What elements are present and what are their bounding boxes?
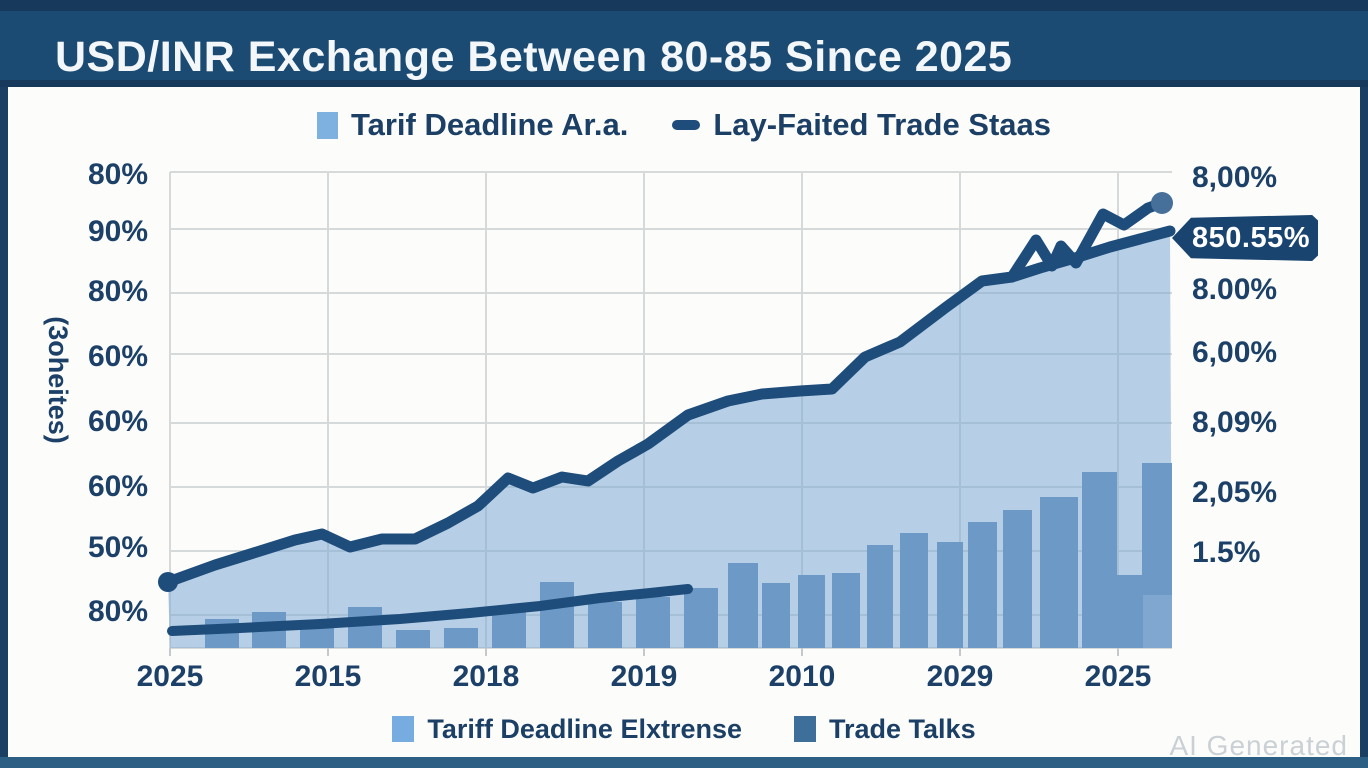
y-tick-left: 90% (87, 215, 148, 248)
value-callout-label: 850.55% (1192, 221, 1310, 254)
legend-square-swatch (316, 111, 338, 139)
legend-bottom: Tariff Deadline Elxtrense Trade Talks (0, 708, 1368, 750)
x-tick-label: 2025 (1084, 660, 1152, 693)
y-tick-left: 80% (87, 158, 148, 191)
x-tick-label: 2019 (610, 660, 678, 693)
y-tick-left: 80% (87, 595, 148, 628)
x-tick-label: 2029 (926, 660, 994, 693)
legend-item: Tariff Deadline Elxtrense (392, 714, 742, 745)
x-tick-label: 2015 (294, 660, 362, 693)
top-strip (0, 0, 1368, 11)
y-tick-right: 8.00% (1192, 273, 1278, 306)
legend-item: Lay-Faited Trade Staas (672, 107, 1051, 143)
y-tick-right: 1.5% (1192, 536, 1261, 569)
y-tick-left: 60% (87, 340, 148, 373)
legend-label: Lay-Faited Trade Staas (713, 107, 1052, 142)
x-tick-label: 2025 (136, 660, 204, 693)
x-tick-label: 2010 (768, 660, 836, 693)
bottom-strip (0, 757, 1368, 768)
y-tick-right: 2,05% (1192, 476, 1278, 509)
page-title: USD/INR Exchange Between 80-85 Since 202… (55, 33, 1013, 81)
legend-label: Tarif Deadline Ar.a. (350, 107, 629, 142)
y-tick-left: 60% (87, 470, 148, 503)
value-callout-badge: 850.55% (1172, 215, 1318, 261)
legend-top: Tarif Deadline Ar.a. Lay-Faited Trade Sta… (0, 104, 1368, 146)
y-tick-right: 8,09% (1192, 406, 1278, 439)
y-tick-right: 6,00% (1192, 336, 1278, 369)
legend-label: Trade Talks (829, 713, 976, 744)
chart-panel (8, 87, 1360, 757)
legend-line-swatch (672, 120, 701, 130)
ai-generated-watermark: AI Generated (1169, 730, 1348, 761)
legend-square-swatch (392, 716, 415, 742)
y-tick-left: 50% (87, 531, 148, 564)
legend-item: Trade Talks (794, 714, 976, 745)
x-tick-label: 2018 (452, 660, 520, 693)
y-tick-left: 60% (87, 405, 148, 438)
header-seam (0, 80, 1368, 87)
y-tick-right: 8,00% (1192, 161, 1278, 194)
y-tick-left: 80% (87, 275, 148, 308)
legend-label: Tariff Deadline Elxtrense (427, 713, 743, 744)
legend-item: Tarif Deadline Ar.a. (316, 107, 629, 143)
legend-square-swatch (794, 716, 817, 742)
header-band: USD/INR Exchange Between 80-85 Since 202… (0, 11, 1368, 81)
